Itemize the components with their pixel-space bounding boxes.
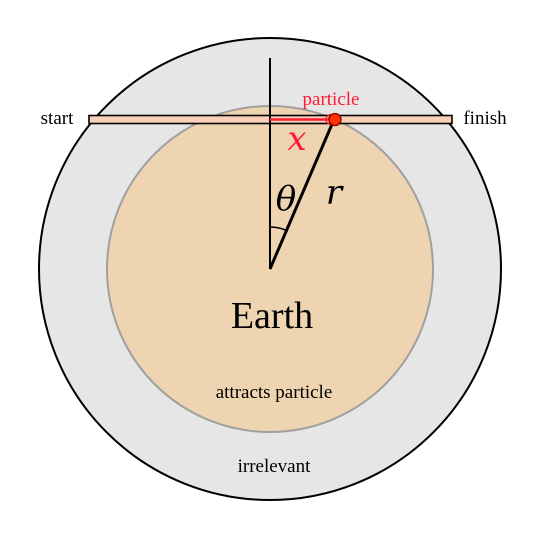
particle-label: particle bbox=[303, 89, 360, 110]
theta-angle-arc bbox=[269, 226, 287, 232]
inner-caption: attracts particle bbox=[216, 382, 333, 403]
theta-symbol: θ bbox=[276, 179, 296, 219]
x-symbol: x bbox=[287, 119, 306, 159]
r-symbol: r bbox=[326, 173, 344, 213]
start-label: start bbox=[41, 108, 74, 129]
particle-dot bbox=[328, 112, 342, 127]
finish-label: finish bbox=[463, 108, 507, 129]
earth-label: Earth bbox=[231, 295, 313, 337]
radius-line bbox=[268, 118, 336, 270]
outer-caption: irrelevant bbox=[238, 456, 312, 477]
